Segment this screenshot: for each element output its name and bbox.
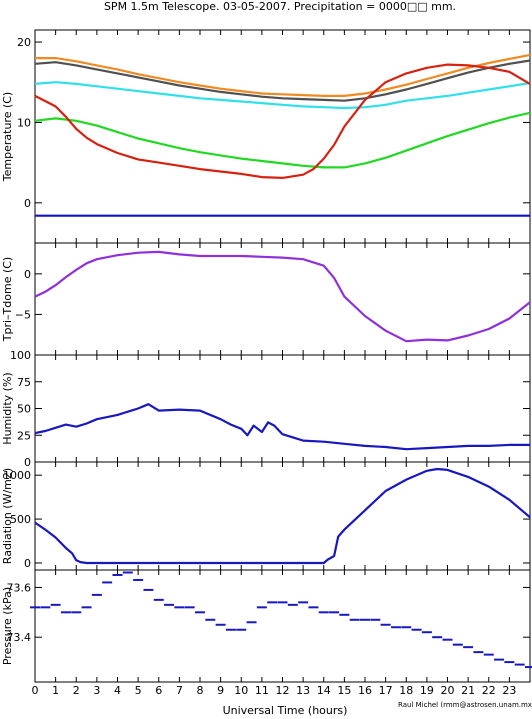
x-tick-label: 23: [502, 684, 516, 697]
x-tick-label: 2: [73, 684, 80, 697]
y-tick-label: 50: [17, 403, 31, 416]
series-line-temperature-3: [34, 111, 531, 169]
panel-frame-pressure: [34, 569, 531, 683]
x-tick-label: 0: [32, 684, 39, 697]
x-tick-label: 15: [337, 684, 351, 697]
y-tick-label: 1000: [3, 469, 31, 482]
y-axis-label-tpri-tdome: Tpri–Tdome (C): [1, 257, 14, 342]
y-tick-label: 500: [10, 513, 31, 526]
x-tick-label: 10: [234, 684, 248, 697]
y-tick-label: 10: [17, 116, 31, 129]
x-tick-label: 8: [197, 684, 204, 697]
y-axis-label-radiation: Radiation (W/m2): [1, 468, 14, 564]
x-tick-label: 12: [276, 684, 290, 697]
x-tick-label: 9: [217, 684, 224, 697]
x-tick-label: 3: [93, 684, 100, 697]
y-tick-label: 0: [24, 557, 31, 570]
credit-text: Raul Michel (rmm@astrosen.unam.mx): [398, 701, 532, 709]
x-tick-label: 6: [155, 684, 162, 697]
y-tick-label: 0: [24, 197, 31, 210]
x-tick-label: 4: [114, 684, 121, 697]
x-tick-label: 22: [482, 684, 496, 697]
y-axis-label-pressure: Pressure (kPa): [1, 587, 14, 665]
y-tick-label: 73.4: [7, 631, 32, 644]
chart-title: SPM 1.5m Telescope. 03-05-2007. Precipit…: [104, 0, 456, 13]
panel-temperature: 0 10 20 Temperature (C): [1, 29, 531, 244]
series-line-humidity-0: [34, 403, 530, 451]
series-line-tpri-tdome-0: [34, 250, 531, 343]
series-line-temperature-2: [34, 81, 531, 110]
series-line-temperature-1: [34, 59, 531, 102]
x-tick-label: 21: [461, 684, 475, 697]
y-axis-label-temperature: Temperature (C): [1, 92, 14, 182]
y-axis-label-humidity: Humidity (%): [1, 372, 14, 444]
panel-humidity: 0 25 50 75 100 Humidity (%): [1, 349, 531, 469]
panel-frame-temperature: [34, 29, 531, 244]
y-tick-label: 73.6: [7, 581, 32, 594]
y-tick-label: 0: [24, 456, 31, 469]
x-tick-label: 7: [176, 684, 183, 697]
y-tick-label: 25: [17, 429, 31, 442]
series-line-radiation-0: [34, 467, 531, 565]
x-tick-label: 14: [317, 684, 331, 697]
x-axis: 0 1 2 3 4 5 6 7 8 9 10 11 12 13 14 15 16 17 18 19 20 21 22 23: [32, 684, 517, 697]
x-tick-label: 1: [52, 684, 59, 697]
series-line-temperature-0: [35, 53, 531, 98]
x-tick-label: 19: [420, 684, 434, 697]
x-tick-label: 20: [441, 684, 455, 697]
x-tick-label: 18: [399, 684, 413, 697]
y-tick-label: 75: [17, 376, 31, 389]
y-tick-label: 100: [10, 349, 31, 362]
panel-frame-radiation: [34, 461, 531, 571]
x-tick-label: 16: [358, 684, 372, 697]
y-tick-label: −5: [15, 308, 31, 321]
x-tick-label: 17: [379, 684, 393, 697]
x-axis-label: Universal Time (hours): [223, 704, 348, 717]
series-line-temperature-4: [34, 63, 531, 179]
y-tick-label: 0: [24, 268, 31, 281]
x-tick-label: 13: [296, 684, 310, 697]
x-tick-label: 11: [255, 684, 269, 697]
y-tick-label: 20: [17, 36, 31, 49]
x-tick-label: 5: [135, 684, 142, 697]
